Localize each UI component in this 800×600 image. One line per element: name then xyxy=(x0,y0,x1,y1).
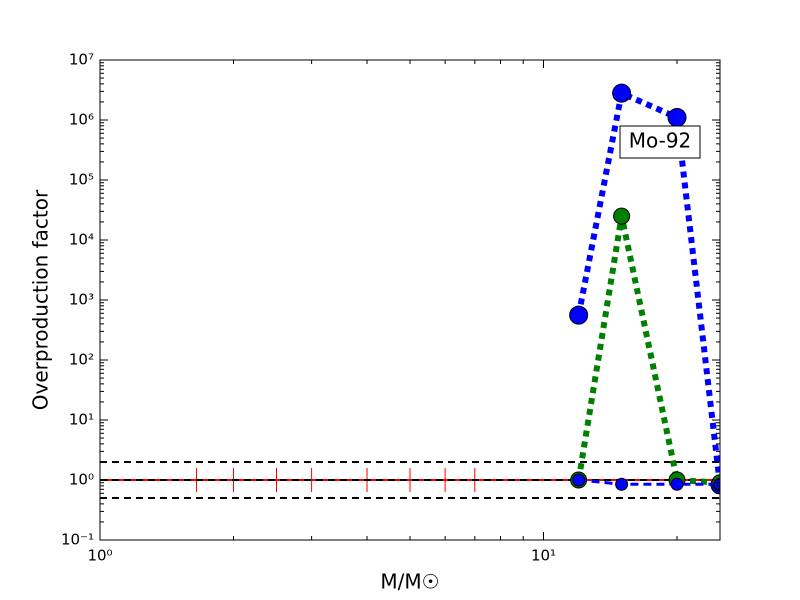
annotation-box xyxy=(619,125,701,159)
y-tick-label: 10⁴ xyxy=(69,231,94,249)
marker xyxy=(612,83,632,103)
series-line xyxy=(575,88,720,486)
y-tick-label: 10⁰ xyxy=(69,471,94,489)
series-line xyxy=(578,478,720,486)
x-tick-label: 10⁰ xyxy=(87,547,112,565)
marker xyxy=(713,477,720,491)
marker xyxy=(572,473,586,487)
y-tick-label: 10⁶ xyxy=(69,111,94,129)
y-tick-label: 10³ xyxy=(69,291,94,309)
y-axis-label: Overproduction factor xyxy=(29,189,53,410)
marker xyxy=(667,108,687,128)
y-tick-label: 10⁷ xyxy=(69,51,94,69)
annotation: Mo-92 xyxy=(629,129,692,153)
y-tick-label: 10⁻¹ xyxy=(61,531,94,549)
marker xyxy=(613,207,631,225)
series-line xyxy=(575,215,720,486)
x-tick-label: 10¹ xyxy=(531,547,556,565)
y-tick-label: 10² xyxy=(69,351,94,369)
y-tick-label: 10¹ xyxy=(69,411,94,429)
marker xyxy=(670,477,684,491)
marker xyxy=(615,477,629,491)
plot-area xyxy=(100,83,720,500)
y-tick-label: 10⁵ xyxy=(69,171,94,189)
x-axis-label: M/M☉ xyxy=(380,570,439,594)
marker xyxy=(569,305,589,325)
axes-frame xyxy=(99,59,721,541)
